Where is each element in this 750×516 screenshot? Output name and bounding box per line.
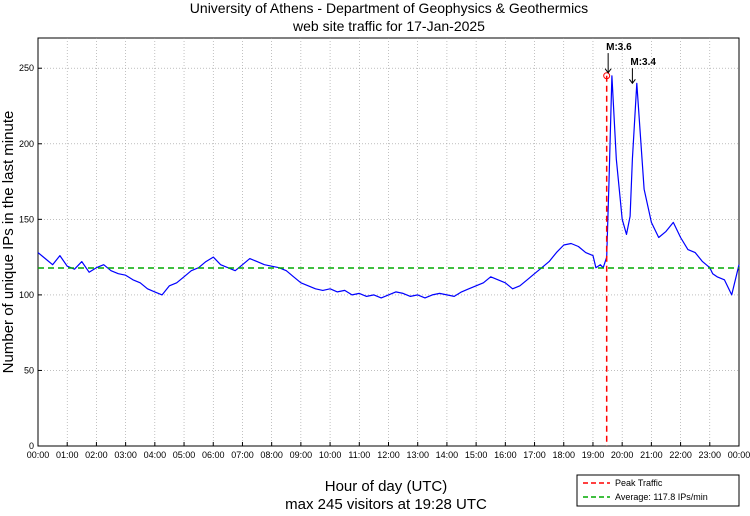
chart-title-line-2: web site traffic for 17-Jan-2025 — [292, 18, 485, 34]
x-tick-label: 17:00 — [523, 450, 546, 460]
x-tick-label: 19:00 — [582, 450, 605, 460]
peak-marker — [603, 72, 611, 80]
magnitude-label: M:3.4 — [630, 57, 656, 68]
legend-average-label: Average: 117.8 IPs/min — [615, 492, 708, 502]
magnitude-label: M:3.6 — [606, 42, 632, 53]
magnitude-arrowhead — [628, 79, 636, 85]
y-tick-label: 100 — [19, 290, 34, 300]
x-tick-label: 04:00 — [144, 450, 167, 460]
x-tick-label: 20:00 — [611, 450, 634, 460]
x-axis-label: Hour of day (UTC) — [325, 478, 448, 495]
y-axis-ticks: 0 50 100 150 200 250 — [19, 63, 42, 451]
traffic-series-line — [37, 75, 740, 299]
x-tick-label: 02:00 — [85, 450, 108, 460]
y-axis-label: Number of unique IPs in the last minute — [0, 111, 17, 374]
y-tick-label: 250 — [19, 63, 34, 73]
y-tick-label: 0 — [29, 441, 34, 451]
grid-lines — [38, 38, 739, 446]
x-tick-label: 01:00 — [56, 450, 79, 460]
legend-peak-label: Peak Traffic — [615, 478, 663, 488]
x-tick-label: 16:00 — [494, 450, 517, 460]
x-axis-ticks: 00:00 01:00 02:00 03:00 04:00 05:00 06:00 07:00… — [27, 442, 750, 460]
x-tick-label: 11:00 — [348, 450, 370, 460]
series-layer — [37, 72, 740, 446]
x-tick-label: 15:00 — [465, 450, 488, 460]
x-tick-label: 12:00 — [377, 450, 400, 460]
legend: Peak Traffic Average: 117.8 IPs/min — [576, 474, 740, 507]
x-tick-label: 05:00 — [173, 450, 196, 460]
x-tick-label: 18:00 — [552, 450, 575, 460]
x-tick-label: 13:00 — [406, 450, 429, 460]
x-tick-label: 07:00 — [231, 450, 254, 460]
y-tick-label: 150 — [19, 214, 34, 224]
legend-box — [576, 474, 740, 507]
y-tick-label: 50 — [24, 365, 34, 375]
magnitude-arrowhead — [604, 68, 612, 74]
x-tick-label: 22:00 — [669, 450, 692, 460]
x-tick-label: 10:00 — [319, 450, 342, 460]
x-tick-label: 21:00 — [640, 450, 663, 460]
x-tick-label: 00:00 — [27, 450, 50, 460]
x-tick-label: 06:00 — [202, 450, 225, 460]
x-tick-label: 08:00 — [260, 450, 283, 460]
x-tick-label: 09:00 — [290, 450, 313, 460]
chart-title-line-1: University of Athens - Department of Geo… — [190, 0, 588, 16]
chart-subtitle: max 245 visitors at 19:28 UTC — [285, 496, 487, 511]
annotation-layer: M:3.6 M:3.4 — [604, 42, 656, 85]
x-tick-label: 23:00 — [699, 450, 722, 460]
y-tick-label: 200 — [19, 139, 34, 149]
x-tick-label: 03:00 — [114, 450, 137, 460]
x-tick-label: 00:00 — [728, 450, 750, 460]
x-tick-label: 14:00 — [436, 450, 459, 460]
